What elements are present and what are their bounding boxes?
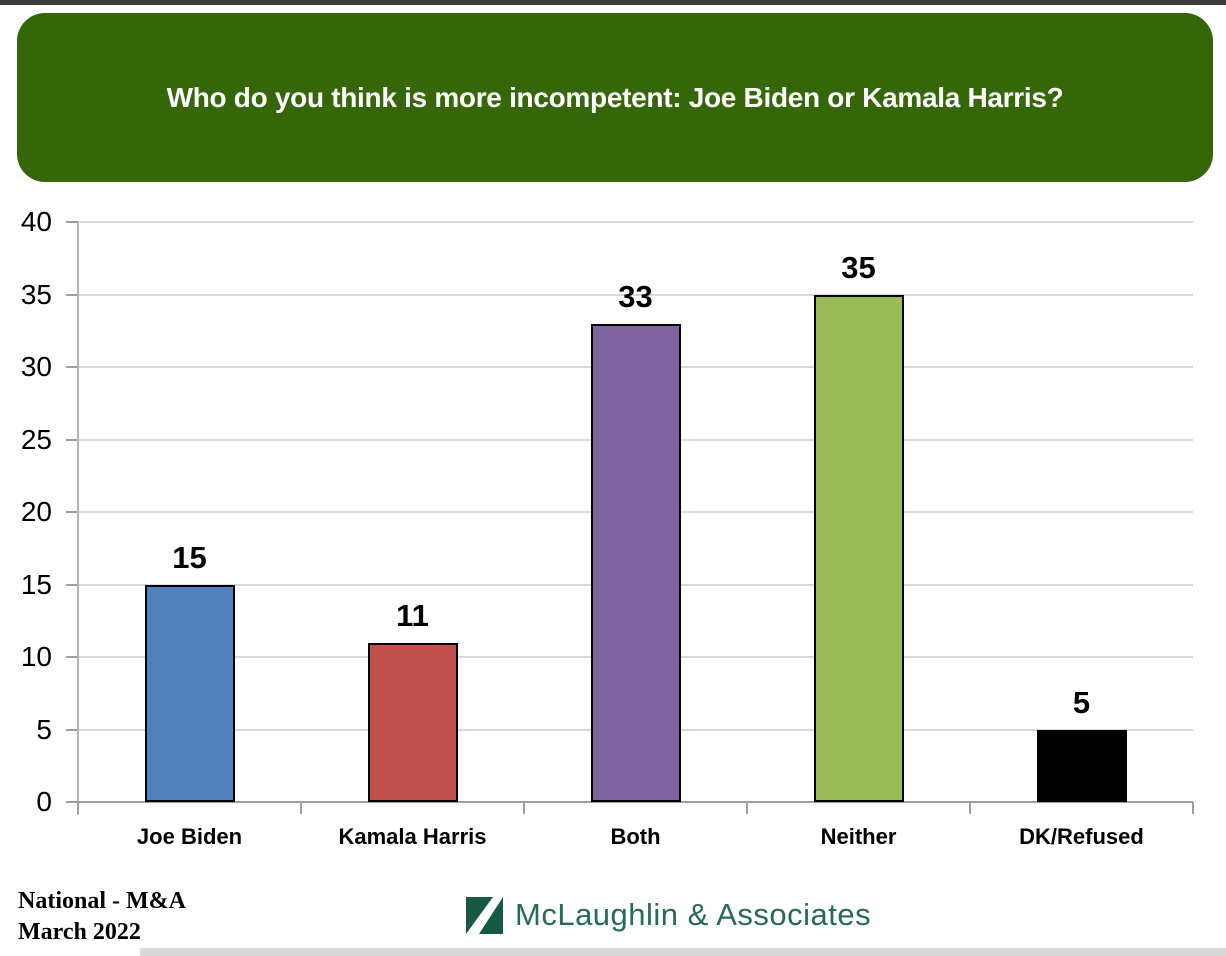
bar-both [590,323,681,802]
bottom-edge-line [140,948,1226,956]
bar-kamala-harris [367,642,458,802]
company-logo: McLaughlin & Associates [466,895,871,935]
bar-joe-biden [144,584,235,802]
source-note: National - M&A March 2022 [18,886,186,948]
source-line-2: March 2022 [18,919,141,945]
bar-dk-refused [1036,729,1127,802]
y-axis-tick-10 [66,656,78,658]
company-logo-text: McLaughlin & Associates [515,897,872,932]
bar-value-label-kamala-harris: 11 [396,597,429,633]
x-category-label-both: Both [610,824,661,849]
x-axis-tick-0 [77,802,79,814]
grid-line-35 [78,293,1193,296]
x-axis-tick-1 [300,802,302,814]
x-category-label-dk-refused: DK/Refused [1019,824,1144,849]
y-axis-tick-5 [66,728,78,731]
chart-title: Who do you think is more incompetent: Jo… [166,81,1064,113]
question-banner: Who do you think is more incompetent: Jo… [17,13,1213,182]
y-axis-line [77,222,79,815]
y-tick-label-25: 25 [20,423,52,455]
x-axis-tick-5 [1192,802,1194,814]
top-border-line [0,0,1226,5]
y-tick-label-40: 40 [20,206,52,237]
x-axis-line [66,801,1193,803]
y-axis-tick-20 [66,511,78,513]
bar-value-label-both: 33 [618,278,653,314]
x-category-label-kamala-harris: Kamala Harris [338,824,487,849]
y-axis-tick-35 [66,293,78,296]
x-axis-tick-4 [969,802,971,814]
y-axis-tick-30 [66,366,78,368]
x-axis-tick-3 [746,802,748,814]
x-axis-tick-2 [523,802,525,814]
bar-value-label-neither: 35 [841,249,876,285]
x-category-label-neither: Neither [820,824,897,849]
source-line-1: National - M&A [18,888,186,914]
bar-neither [813,294,904,802]
y-tick-label-20: 20 [20,496,52,527]
bar-value-label-joe-biden: 15 [172,539,207,575]
y-tick-label-15: 15 [20,568,52,600]
y-tick-label-5: 5 [36,713,52,745]
y-axis-tick-25 [66,438,78,441]
mclaughlin-logo-icon [466,896,503,934]
x-category-label-joe-biden: Joe Biden [136,824,243,849]
y-axis-tick-40 [66,221,78,223]
y-axis-tick-15 [66,583,78,586]
bar-value-label-dk-refused: 5 [1072,684,1091,720]
y-tick-label-0: 0 [36,786,52,817]
y-tick-label-30: 30 [20,351,52,382]
y-tick-label-10: 10 [20,641,52,672]
grid-line-40 [78,221,1193,223]
y-tick-label-35: 35 [20,278,52,310]
